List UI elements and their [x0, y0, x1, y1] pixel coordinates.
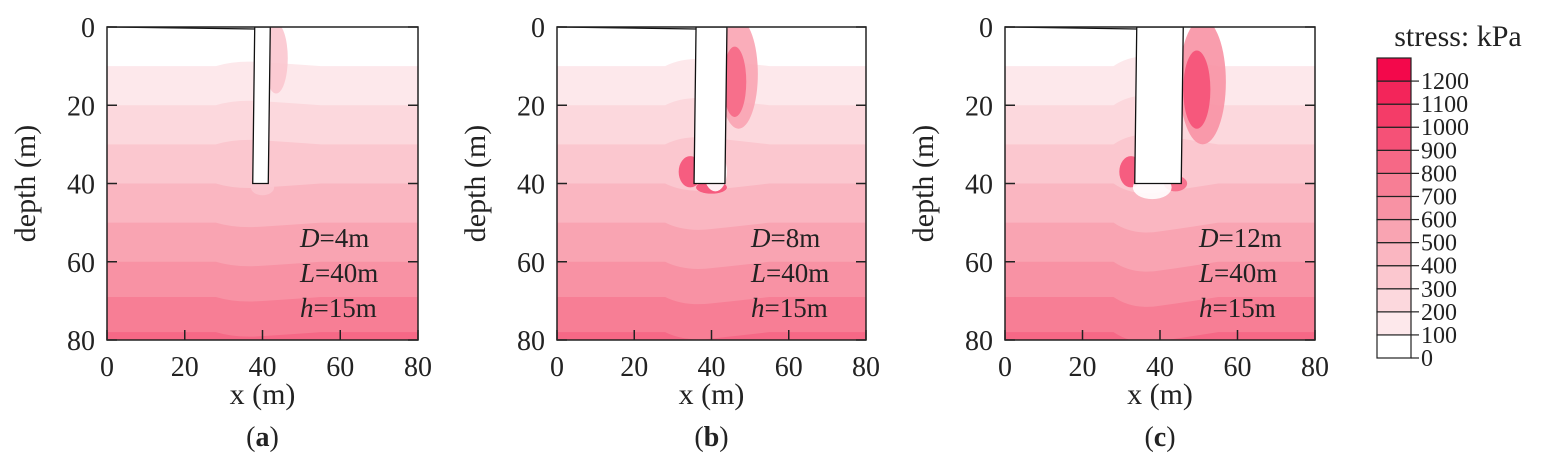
pile: [693, 27, 728, 185]
y-tick-label: 60: [67, 248, 95, 279]
colorbar-swatch: [1376, 288, 1412, 313]
colorbar-tick-label: 500: [1421, 231, 1457, 257]
y-tick-label: 40: [965, 170, 993, 201]
colorbar: stress: kPa 0100200300400500600700800900…: [1376, 20, 1522, 372]
x-tick-label: 20: [171, 352, 199, 383]
colorbar-swatch: [1376, 126, 1412, 151]
x-tick-label: 20: [620, 352, 648, 383]
x-axis-label: x (m): [230, 378, 296, 411]
parameter-label-l: L=40m: [1199, 258, 1278, 288]
stress-band: [557, 296, 866, 340]
x-tick-label: 60: [1224, 352, 1252, 383]
y-tick-label: 40: [517, 170, 545, 201]
y-axis-label: depth (m): [459, 125, 492, 242]
panel-caption: (a): [246, 422, 279, 453]
parameter-label-d: D=8m: [751, 223, 821, 253]
stress-field: [1005, 27, 1315, 340]
colorbar-tick-label: 0: [1421, 346, 1433, 372]
y-tick-label: 0: [81, 13, 95, 44]
y-tick-label: 20: [517, 91, 545, 122]
y-tick-label: 20: [965, 91, 993, 122]
x-tick-label: 20: [1069, 352, 1097, 383]
y-tick-label: 80: [965, 326, 993, 357]
y-axis-label: depth (m): [907, 125, 940, 242]
y-tick-label: 0: [531, 13, 545, 44]
y-tick-label: 60: [517, 248, 545, 279]
panel-caption: (b): [694, 422, 728, 453]
colorbar-tick-label: 200: [1421, 300, 1457, 326]
x-tick-label: 0: [550, 352, 564, 383]
colorbar-tick-label: 700: [1421, 184, 1457, 210]
colorbar-tick-label: 900: [1421, 138, 1457, 164]
x-tick-label: 60: [326, 352, 354, 383]
panel-letter: c: [1154, 422, 1166, 453]
x-tick-label: 40: [698, 352, 726, 383]
x-axis-label: x (m): [1127, 378, 1193, 411]
colorbar-tick-label: 400: [1421, 254, 1457, 280]
parameter-label-h: h=15m: [300, 293, 377, 323]
pile: [252, 27, 271, 185]
colorbar-title: stress: kPa: [1394, 20, 1522, 53]
colorbar-swatch: [1376, 80, 1412, 105]
x-tick-label: 80: [1301, 352, 1329, 383]
colorbar-swatch: [1376, 57, 1412, 82]
stress-hotspot: [723, 46, 747, 117]
colorbar-tick-label: 800: [1421, 161, 1457, 187]
y-tick-label: 0: [979, 13, 993, 44]
stress-hotspot: [1183, 50, 1211, 129]
colorbar-swatch: [1376, 265, 1412, 290]
colorbar-tick-label: 1000: [1421, 115, 1469, 141]
parameter-label-h: h=15m: [1199, 293, 1276, 323]
colorbar-swatch: [1376, 172, 1412, 198]
colorbar-tick-label: 300: [1421, 277, 1457, 303]
colorbar-swatch: [1376, 311, 1412, 336]
parameter-label-d: D=4m: [300, 223, 370, 253]
panel-caption: (c): [1144, 422, 1175, 453]
colorbar-swatch: [1376, 103, 1412, 128]
y-tick-label: 60: [965, 248, 993, 279]
colorbar-swatch: [1376, 218, 1412, 244]
x-tick-label: 60: [775, 352, 803, 383]
x-tick-label: 40: [1146, 352, 1174, 383]
y-tick-label: 20: [67, 91, 95, 122]
y-axis-label: depth (m): [9, 125, 42, 242]
x-tick-label: 0: [100, 352, 114, 383]
pile: [1134, 27, 1184, 185]
x-axis-label: x (m): [679, 378, 745, 411]
colorbar-tick-label: 1100: [1421, 92, 1468, 118]
parameter-label-l: L=40m: [751, 258, 830, 288]
x-tick-label: 40: [249, 352, 277, 383]
y-tick-label: 80: [517, 326, 545, 357]
x-tick-label: 0: [998, 352, 1012, 383]
x-tick-label: 80: [404, 352, 432, 383]
panel-letter: a: [256, 422, 270, 453]
colorbar-swatch: [1376, 149, 1412, 174]
x-tick-label: 80: [852, 352, 880, 383]
colorbar-tick-label: 600: [1421, 208, 1457, 234]
colorbar-swatch: [1376, 334, 1412, 359]
stress-band: [107, 296, 418, 340]
colorbar-swatch: [1376, 242, 1412, 267]
parameter-label-h: h=15m: [751, 293, 828, 323]
stress-field: [107, 27, 418, 340]
stress-band: [1005, 296, 1315, 340]
colorbar-tick-label: 1200: [1421, 69, 1469, 95]
y-tick-label: 40: [67, 170, 95, 201]
stress-field: [557, 27, 866, 340]
parameter-label-d: D=12m: [1199, 223, 1282, 253]
panel-letter: b: [704, 422, 720, 453]
colorbar-tick-label: 100: [1421, 323, 1457, 349]
parameter-label-l: L=40m: [300, 258, 379, 288]
colorbar-swatch: [1376, 195, 1412, 221]
y-tick-label: 80: [67, 326, 95, 357]
